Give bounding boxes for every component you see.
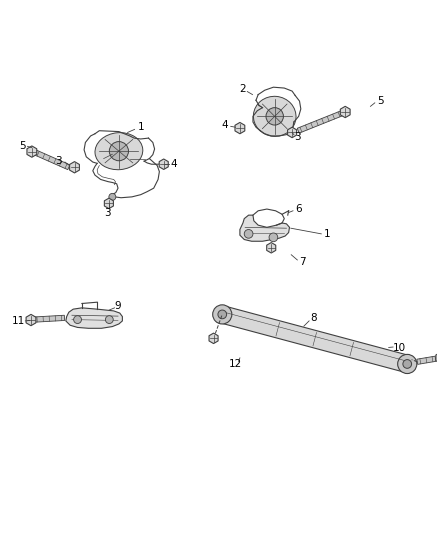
- Circle shape: [244, 230, 253, 238]
- Text: 7: 7: [299, 257, 306, 267]
- Polygon shape: [34, 150, 70, 169]
- Text: 5: 5: [19, 141, 25, 150]
- Text: 10: 10: [393, 343, 406, 353]
- Circle shape: [398, 354, 417, 374]
- Text: 2: 2: [239, 84, 245, 94]
- Ellipse shape: [95, 133, 143, 169]
- Polygon shape: [436, 352, 438, 364]
- Text: 3: 3: [294, 132, 300, 142]
- Text: 1: 1: [138, 122, 145, 132]
- Polygon shape: [240, 215, 290, 241]
- Circle shape: [106, 316, 113, 324]
- Text: 9: 9: [115, 301, 121, 311]
- Circle shape: [109, 193, 116, 200]
- Text: 5: 5: [377, 96, 383, 106]
- Polygon shape: [288, 127, 297, 138]
- Polygon shape: [220, 306, 410, 373]
- Circle shape: [110, 142, 128, 161]
- Polygon shape: [417, 356, 436, 365]
- Polygon shape: [209, 333, 218, 344]
- Polygon shape: [159, 159, 168, 169]
- Text: 6: 6: [295, 204, 301, 214]
- Polygon shape: [235, 123, 245, 134]
- Polygon shape: [34, 315, 65, 322]
- Text: 3: 3: [56, 156, 62, 166]
- Text: 12: 12: [229, 359, 242, 369]
- Polygon shape: [26, 314, 36, 326]
- Text: 1: 1: [324, 229, 330, 239]
- Circle shape: [403, 360, 412, 368]
- Circle shape: [213, 305, 232, 324]
- Polygon shape: [66, 308, 122, 328]
- Circle shape: [266, 108, 283, 125]
- Text: 3: 3: [104, 208, 110, 219]
- Polygon shape: [297, 111, 343, 133]
- Text: 4: 4: [221, 120, 228, 130]
- Circle shape: [74, 316, 81, 324]
- Circle shape: [269, 233, 278, 241]
- Polygon shape: [340, 107, 350, 118]
- Polygon shape: [104, 198, 113, 208]
- Text: 4: 4: [171, 159, 177, 169]
- Text: 8: 8: [311, 313, 317, 323]
- Polygon shape: [267, 243, 276, 253]
- Ellipse shape: [254, 96, 296, 136]
- Circle shape: [218, 310, 226, 319]
- Polygon shape: [70, 161, 79, 173]
- Text: 11: 11: [12, 316, 25, 326]
- Polygon shape: [27, 146, 37, 157]
